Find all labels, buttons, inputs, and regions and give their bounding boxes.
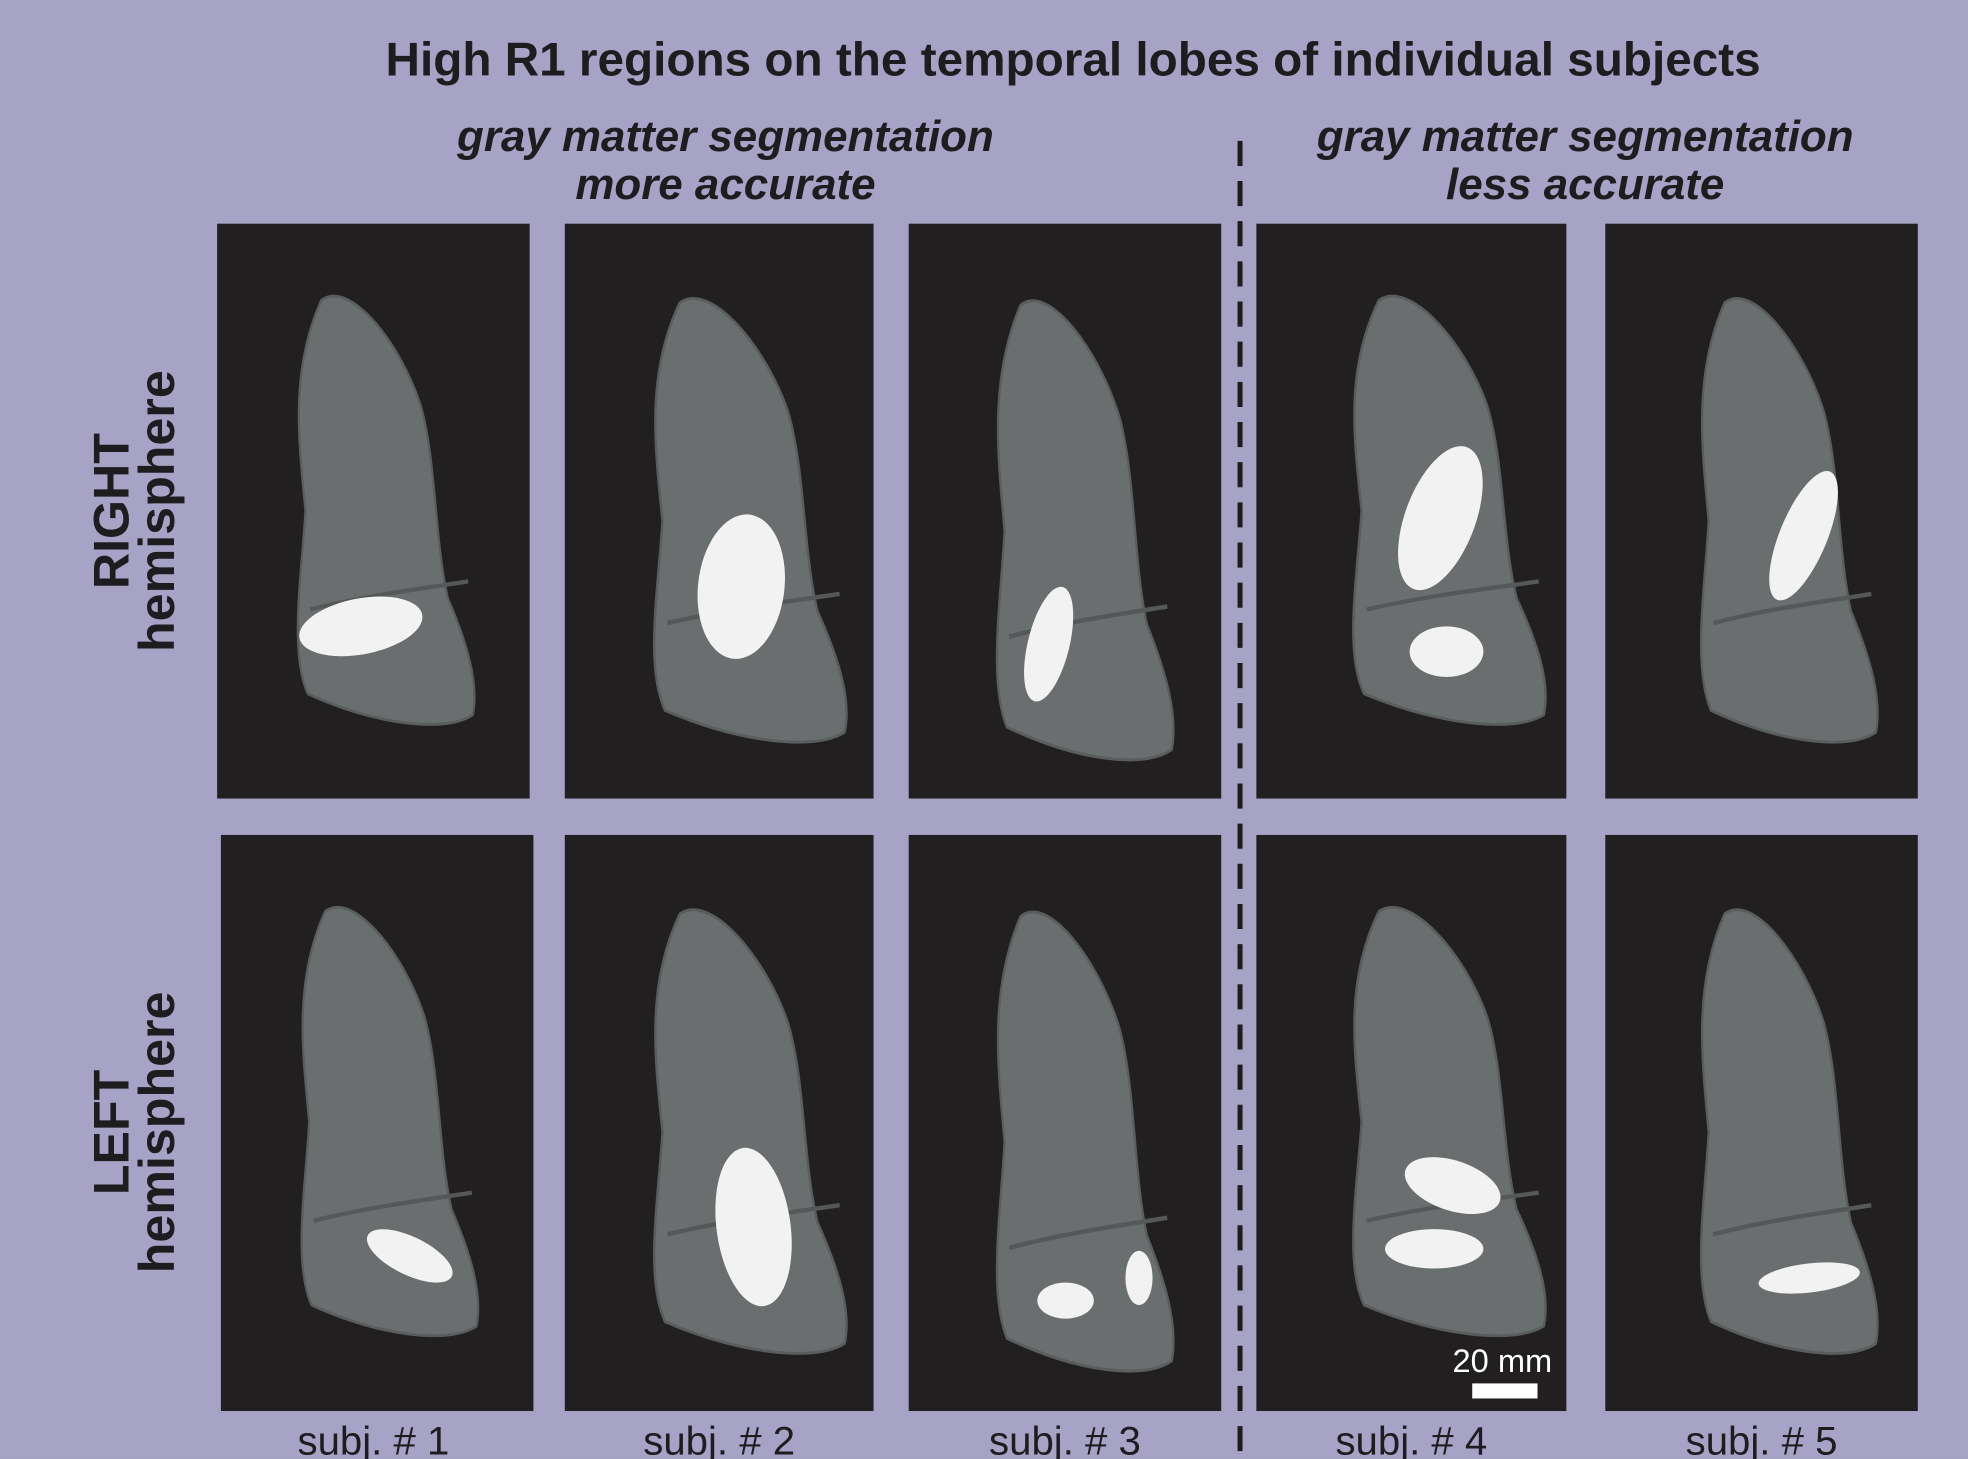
high-r1-region	[1385, 1229, 1483, 1268]
subject-label: subj. # 1	[297, 1418, 449, 1459]
subject-label: subj. # 4	[1335, 1418, 1487, 1459]
subject-label: subj. # 2	[643, 1418, 795, 1459]
high-r1-region	[1037, 1282, 1093, 1318]
figure-title: High R1 regions on the temporal lobes of…	[386, 34, 1761, 87]
group-label: gray matter segmentation	[456, 112, 994, 161]
subject-label: subj. # 3	[989, 1418, 1141, 1459]
group-label: less accurate	[1446, 160, 1724, 209]
group-label: more accurate	[575, 160, 875, 209]
subject-label: subj. # 5	[1686, 1418, 1838, 1459]
figure: High R1 regions on the temporal lobes of…	[0, 0, 1968, 1459]
group-label: gray matter segmentation	[1316, 112, 1854, 161]
row-label: hemisphere	[129, 992, 185, 1274]
scale-bar-label: 20 mm	[1452, 1342, 1552, 1379]
high-r1-region	[1410, 626, 1484, 677]
scale-bar	[1472, 1383, 1537, 1398]
high-r1-region	[1125, 1251, 1152, 1305]
row-label: hemisphere	[129, 370, 185, 652]
